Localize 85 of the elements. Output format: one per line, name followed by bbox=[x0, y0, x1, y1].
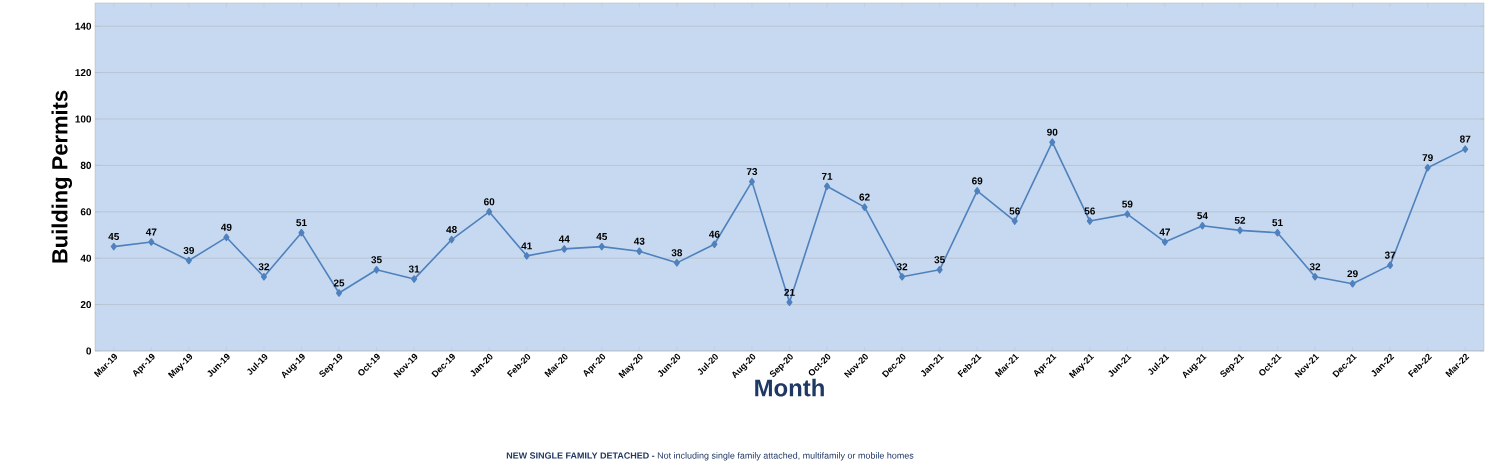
y-axis-title: Building Permits bbox=[51, 90, 73, 263]
point bbox=[899, 272, 906, 281]
point bbox=[1161, 238, 1168, 246]
data-label: 37 bbox=[1384, 251, 1396, 259]
y-tick-label: 0 bbox=[86, 347, 92, 355]
data-label: 54 bbox=[1197, 212, 1208, 220]
data-label: 41 bbox=[521, 242, 532, 250]
point bbox=[861, 203, 868, 211]
point bbox=[523, 252, 530, 260]
point bbox=[598, 242, 605, 251]
point bbox=[448, 235, 455, 244]
point bbox=[673, 259, 680, 267]
point bbox=[411, 275, 418, 283]
point bbox=[1049, 138, 1056, 146]
point bbox=[561, 245, 568, 253]
data-label: 87 bbox=[1459, 135, 1471, 143]
y-tick-label: 80 bbox=[80, 161, 92, 169]
y-tick-label: 20 bbox=[80, 301, 92, 309]
point bbox=[1424, 163, 1431, 172]
point bbox=[748, 177, 755, 186]
data-label: 35 bbox=[934, 256, 945, 264]
data-label: 49 bbox=[221, 223, 232, 231]
point bbox=[1349, 279, 1356, 288]
data-label: 69 bbox=[972, 177, 983, 185]
data-label: 38 bbox=[671, 249, 683, 257]
point bbox=[1086, 217, 1093, 225]
point bbox=[486, 208, 493, 216]
point bbox=[823, 182, 831, 191]
y-tick-label: 40 bbox=[80, 254, 92, 262]
data-label: 47 bbox=[145, 228, 157, 236]
point bbox=[373, 266, 380, 274]
y-tick-label: 140 bbox=[75, 22, 92, 30]
data-label: 25 bbox=[333, 279, 345, 287]
point bbox=[1199, 221, 1206, 230]
point bbox=[936, 266, 943, 274]
text: NEW SINGLE FAMILY DETACHED - Not including single family attached, multifamily or mobile homes bbox=[506, 452, 914, 461]
data-label: 45 bbox=[596, 233, 608, 241]
data-label: 56 bbox=[1009, 207, 1020, 215]
point bbox=[1387, 261, 1394, 269]
data-label: 32 bbox=[896, 263, 908, 271]
point bbox=[260, 272, 267, 281]
data-label: 32 bbox=[1309, 263, 1321, 271]
y-tick-label: 60 bbox=[80, 208, 92, 216]
data-label: 48 bbox=[446, 226, 457, 234]
point bbox=[1011, 217, 1018, 225]
point bbox=[335, 289, 343, 297]
point bbox=[185, 256, 192, 265]
point bbox=[711, 240, 718, 249]
data-label: 52 bbox=[1234, 216, 1246, 224]
data-label: 56 bbox=[1084, 207, 1095, 215]
data-label: 59 bbox=[1122, 200, 1133, 208]
y-tick-label: 120 bbox=[75, 69, 92, 77]
data-label: 43 bbox=[633, 237, 645, 245]
data-label: 51 bbox=[1272, 219, 1283, 227]
data-label: 35 bbox=[371, 256, 382, 264]
point bbox=[974, 187, 981, 195]
data-label: 71 bbox=[821, 172, 833, 180]
point bbox=[223, 233, 230, 242]
point bbox=[1462, 145, 1469, 153]
point bbox=[1124, 210, 1131, 218]
data-label: 73 bbox=[746, 168, 758, 176]
data-label: 46 bbox=[709, 230, 720, 238]
data-label: 47 bbox=[1159, 228, 1170, 236]
data-label: 32 bbox=[258, 263, 270, 271]
data-label: 45 bbox=[108, 233, 120, 241]
point bbox=[786, 298, 793, 307]
data-label: 44 bbox=[558, 235, 570, 243]
point bbox=[636, 247, 643, 256]
y-tick-label: 100 bbox=[75, 115, 92, 123]
data-label: 51 bbox=[296, 219, 307, 227]
data-label: 60 bbox=[483, 198, 495, 206]
data-label: 31 bbox=[408, 265, 420, 273]
data-label: 90 bbox=[1047, 128, 1058, 136]
point bbox=[1312, 272, 1319, 281]
point bbox=[148, 238, 155, 246]
data-label: 62 bbox=[859, 193, 870, 201]
point bbox=[298, 228, 305, 237]
point bbox=[110, 242, 117, 251]
data-label: 39 bbox=[183, 246, 195, 254]
point bbox=[1274, 228, 1281, 237]
data-label: 79 bbox=[1422, 154, 1433, 162]
data-label: 29 bbox=[1347, 270, 1358, 278]
point bbox=[1236, 226, 1243, 235]
data-label: 21 bbox=[784, 288, 795, 296]
x-axis-title: Month bbox=[755, 378, 824, 397]
